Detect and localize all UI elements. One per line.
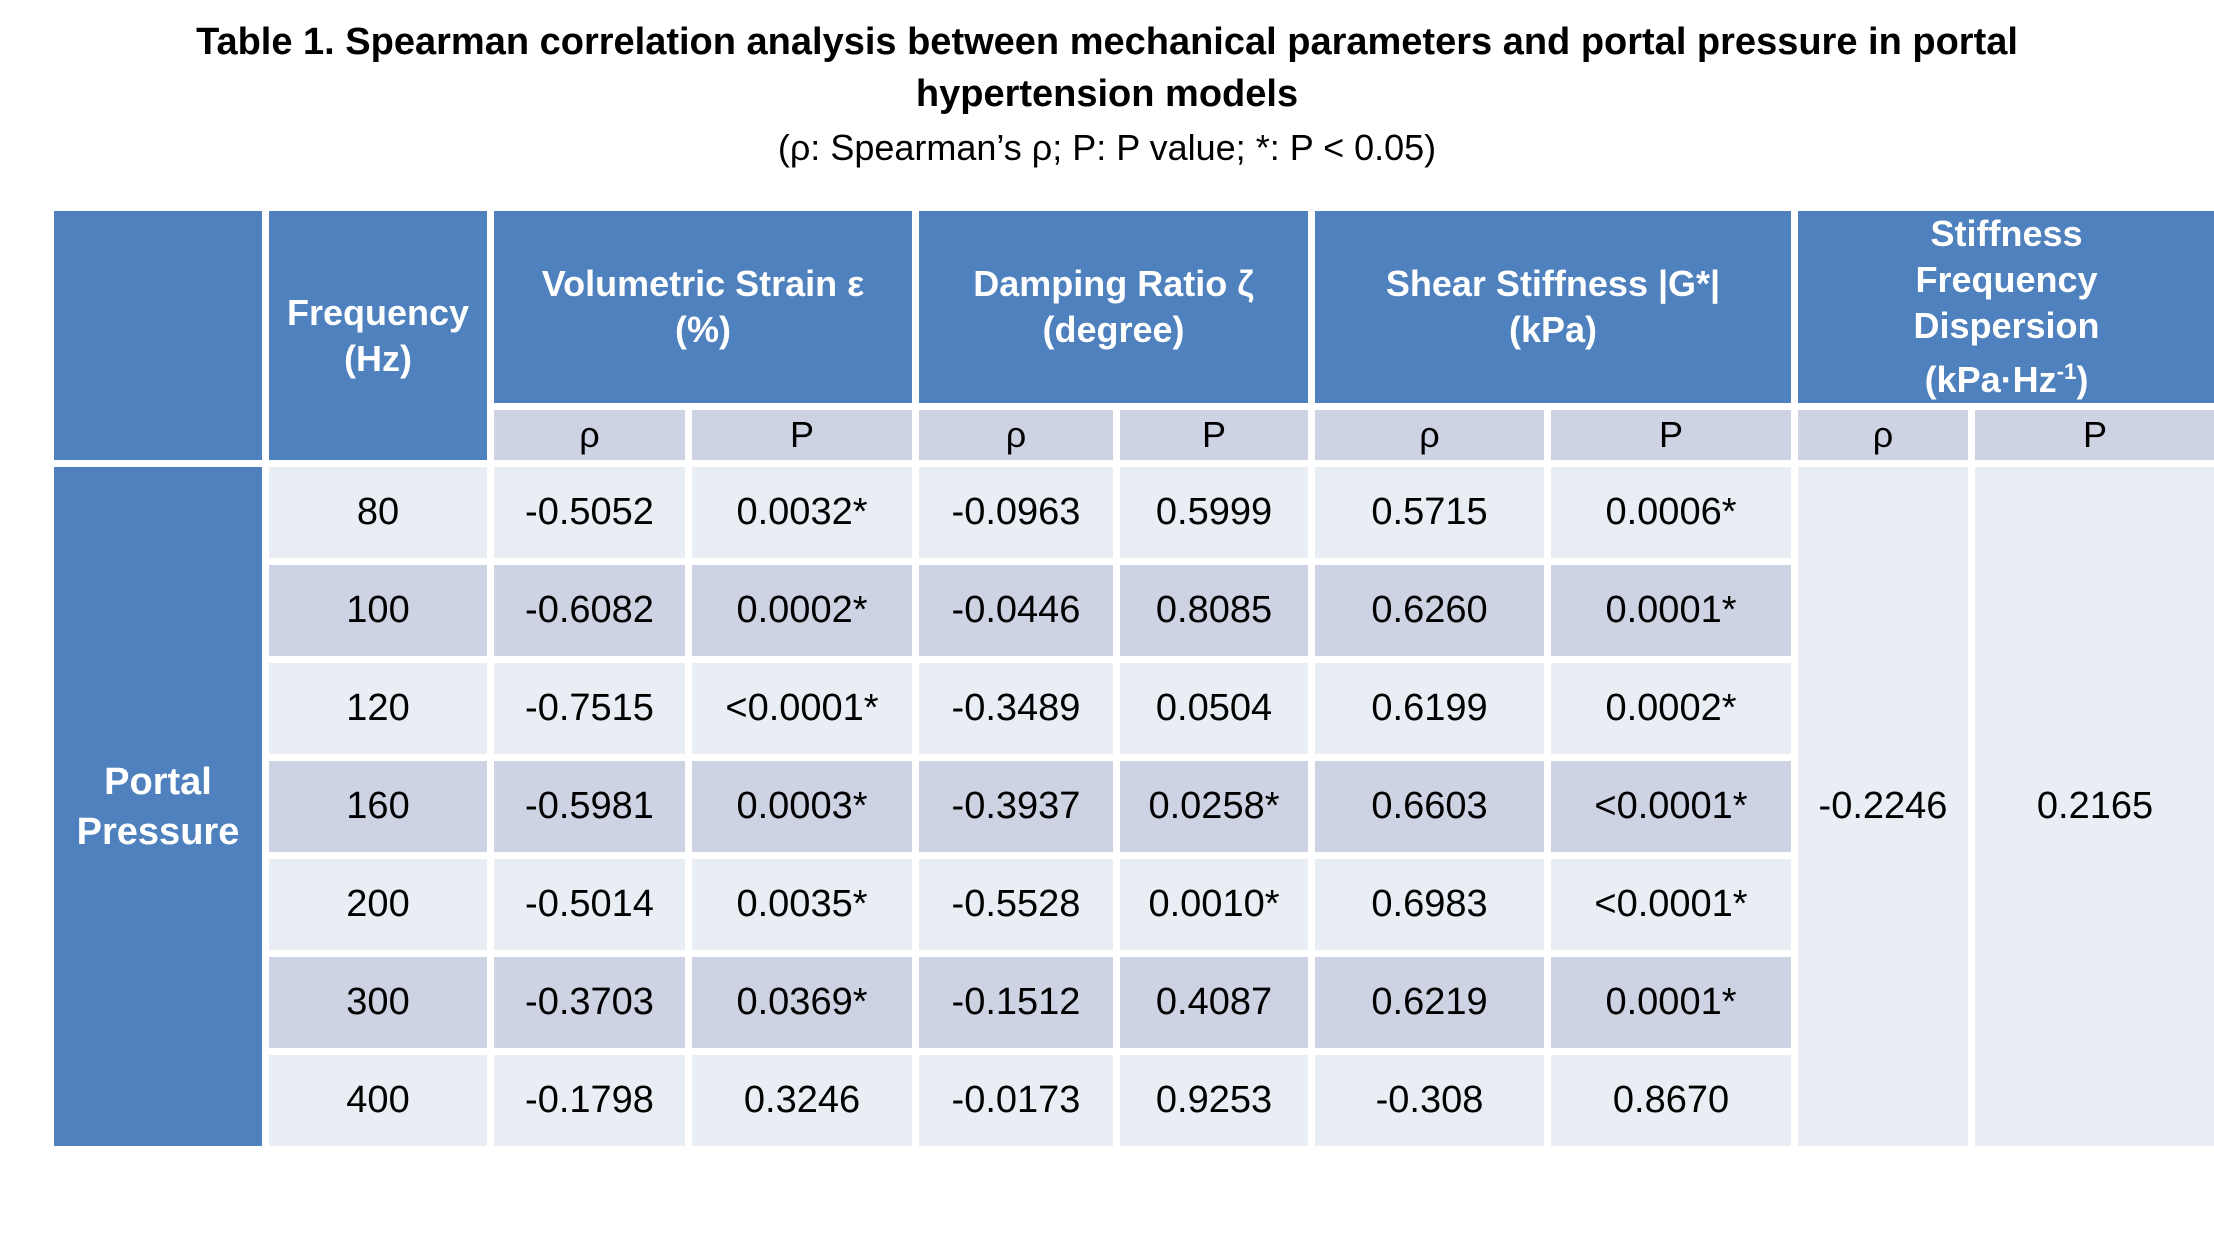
damp-p-cell: 0.9253: [1120, 1055, 1308, 1146]
shear-rho-cell: 0.6199: [1315, 663, 1544, 754]
unit-text: (kPa·Hz: [1924, 359, 2057, 400]
vol-rho-cell: -0.1798: [494, 1055, 685, 1146]
dispersion-rho-merged-cell: -0.2246: [1798, 467, 1968, 1146]
frequency-cell: 160: [269, 761, 487, 852]
damp-p-cell: 0.5999: [1120, 467, 1308, 558]
row-label-portal-pressure: Portal Pressure: [54, 467, 262, 1146]
title-block: Table 1. Spearman correlation analysis b…: [0, 0, 2214, 172]
shear-rho-cell: 0.6603: [1315, 761, 1544, 852]
shear-p-cell: 0.0006*: [1551, 467, 1791, 558]
group-header-line: Frequency: [1915, 259, 2098, 300]
frequency-cell: 100: [269, 565, 487, 656]
damp-rho-cell: -0.0963: [919, 467, 1113, 558]
group-header-line: (kPa): [1508, 309, 1598, 350]
vol-rho-cell: -0.7515: [494, 663, 685, 754]
vol-rho-cell: -0.6082: [494, 565, 685, 656]
vol-p-cell: 0.0035*: [692, 859, 912, 950]
table-row: 200 -0.5014 0.0035* -0.5528 0.0010* 0.69…: [54, 859, 2214, 950]
shear-rho-cell: 0.5715: [1315, 467, 1544, 558]
shear-p-cell: 0.0001*: [1551, 565, 1791, 656]
damp-rho-cell: -0.0446: [919, 565, 1113, 656]
subheader-p-damping: P: [1120, 410, 1308, 460]
group-header-line: (%): [675, 309, 731, 350]
damp-p-cell: 0.0504: [1120, 663, 1308, 754]
group-header-line: Dispersion: [1913, 305, 2100, 346]
frequency-cell: 80: [269, 467, 487, 558]
frequency-header-cell: Frequency (Hz): [269, 211, 487, 460]
group-header-unit-line: (kPa·Hz-1): [1798, 349, 2214, 403]
shear-rho-cell: 0.6219: [1315, 957, 1544, 1048]
vol-rho-cell: -0.5052: [494, 467, 685, 558]
subheader-rho-damping: ρ: [919, 410, 1113, 460]
group-header-volumetric-strain: Volumetric Strain ε (%): [494, 211, 912, 403]
damp-p-cell: 0.4087: [1120, 957, 1308, 1048]
vol-rho-cell: -0.5981: [494, 761, 685, 852]
group-header-line: Stiffness: [1930, 213, 2083, 254]
subheader-rho-volumetric: ρ: [494, 410, 685, 460]
group-header-line: Damping Ratio ζ: [973, 263, 1254, 304]
shear-rho-cell: 0.6983: [1315, 859, 1544, 950]
group-header-line: Shear Stiffness |G*|: [1385, 263, 1721, 304]
damp-rho-cell: -0.1512: [919, 957, 1113, 1048]
frequency-cell: 400: [269, 1055, 487, 1146]
damp-rho-cell: -0.5528: [919, 859, 1113, 950]
table-row: 300 -0.3703 0.0369* -0.1512 0.4087 0.621…: [54, 957, 2214, 1048]
damp-rho-cell: -0.3937: [919, 761, 1113, 852]
corner-blank-cell: [54, 211, 262, 460]
damp-p-cell: 0.0010*: [1120, 859, 1308, 950]
frequency-header-line-2: (Hz): [344, 337, 412, 379]
subheader-p-shear: P: [1551, 410, 1791, 460]
frequency-cell: 200: [269, 859, 487, 950]
correlation-table: Frequency (Hz) Volumetric Strain ε (%) D…: [47, 204, 2214, 1153]
vol-rho-cell: -0.3703: [494, 957, 685, 1048]
table-row: 120 -0.7515 <0.0001* -0.3489 0.0504 0.61…: [54, 663, 2214, 754]
subheader-rho-dispersion: ρ: [1798, 410, 1968, 460]
header-row: Frequency (Hz) Volumetric Strain ε (%) D…: [54, 211, 2214, 460]
vol-p-cell: 0.0032*: [692, 467, 912, 558]
frequency-cell: 300: [269, 957, 487, 1048]
damp-p-cell: 0.8085: [1120, 565, 1308, 656]
row-label-line: Portal: [104, 760, 212, 803]
subheader-rho-shear: ρ: [1315, 410, 1544, 460]
shear-p-cell: 0.8670: [1551, 1055, 1791, 1146]
table-row: 400 -0.1798 0.3246 -0.0173 0.9253 -0.308…: [54, 1055, 2214, 1146]
shear-p-cell: <0.0001*: [1551, 761, 1791, 852]
subheader-row: ρ P ρ P ρ P ρ P: [54, 410, 2214, 460]
shear-rho-cell: -0.308: [1315, 1055, 1544, 1146]
group-header-stiffness-frequency-dispersion: Stiffness Frequency Dispersion (kPa·Hz-1…: [1798, 211, 2214, 403]
frequency-cell: 120: [269, 663, 487, 754]
frequency-header-line-1: Frequency: [286, 291, 470, 333]
table-title-line-2: hypertension models: [915, 73, 1299, 115]
damp-rho-cell: -0.0173: [919, 1055, 1113, 1146]
vol-p-cell: 0.0002*: [692, 565, 912, 656]
group-header-line: (degree): [1042, 309, 1185, 350]
vol-rho-cell: -0.5014: [494, 859, 685, 950]
vol-p-cell: <0.0001*: [692, 663, 912, 754]
shear-p-cell: 0.0001*: [1551, 957, 1791, 1048]
dispersion-p-merged-cell: 0.2165: [1975, 467, 2214, 1146]
subheader-p-dispersion: P: [1975, 410, 2214, 460]
group-header-damping-ratio: Damping Ratio ζ (degree): [919, 211, 1308, 403]
table-row: 100 -0.6082 0.0002* -0.0446 0.8085 0.626…: [54, 565, 2214, 656]
table-row: 160 -0.5981 0.0003* -0.3937 0.0258* 0.66…: [54, 761, 2214, 852]
shear-rho-cell: 0.6260: [1315, 565, 1544, 656]
row-label-line: Pressure: [76, 810, 240, 853]
vol-p-cell: 0.0369*: [692, 957, 912, 1048]
unit-text: ): [2076, 359, 2089, 400]
vol-p-cell: 0.3246: [692, 1055, 912, 1146]
subheader-p-volumetric: P: [692, 410, 912, 460]
table-title-line-1: Table 1. Spearman correlation analysis b…: [196, 21, 2018, 63]
damp-p-cell: 0.0258*: [1120, 761, 1308, 852]
table-row: Portal Pressure 80 -0.5052 0.0032* -0.09…: [54, 467, 2214, 1146]
shear-p-cell: 0.0002*: [1551, 663, 1791, 754]
unit-superscript: -1: [2056, 359, 2077, 384]
shear-p-cell: <0.0001*: [1551, 859, 1791, 950]
damp-rho-cell: -0.3489: [919, 663, 1113, 754]
table-subtitle: (ρ: Spearman’s ρ; P: P value; *: P < 0.0…: [777, 127, 1437, 168]
group-header-shear-stiffness: Shear Stiffness |G*| (kPa): [1315, 211, 1791, 403]
vol-p-cell: 0.0003*: [692, 761, 912, 852]
group-header-line: Volumetric Strain ε: [541, 263, 865, 304]
